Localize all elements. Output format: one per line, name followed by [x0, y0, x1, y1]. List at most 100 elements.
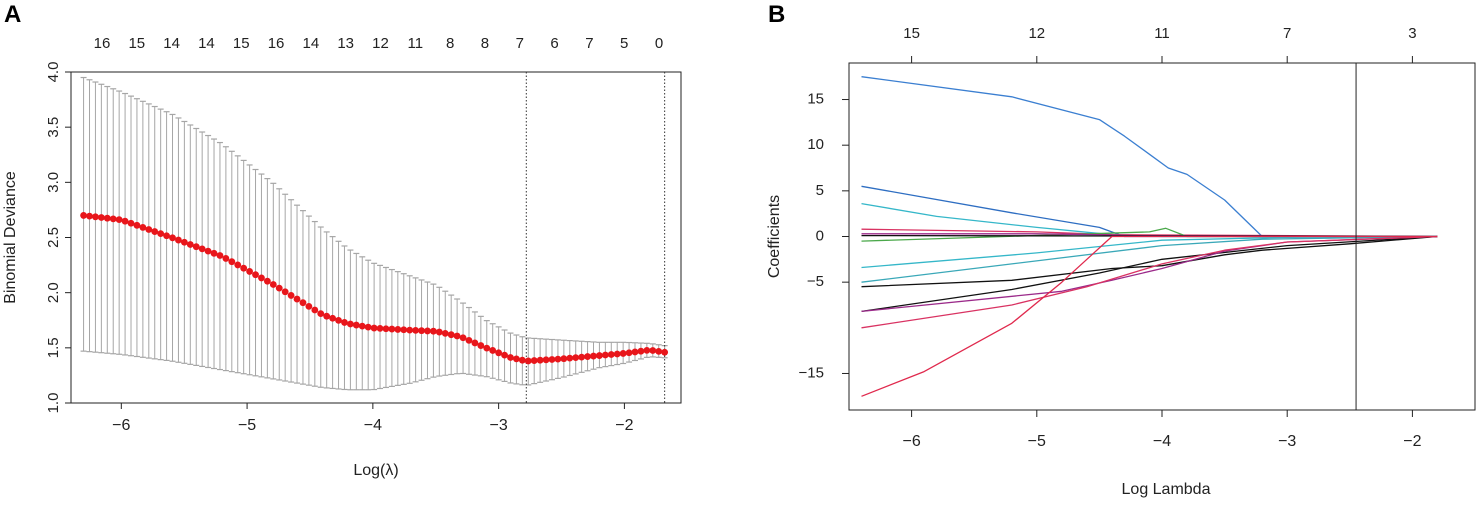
y-tick-label: 15: [807, 90, 824, 107]
x-tick-label: −5: [1028, 433, 1046, 450]
y-tick-label: 2.5: [45, 227, 62, 248]
deviance-point: [447, 331, 455, 339]
deviance-point: [459, 334, 467, 342]
panel-b: B −15 −5 0 5 10 15 −6 −5 −4 −3 −2 15 12 11 7 3 Log Lambd…: [750, 0, 1482, 505]
deviance-point: [495, 349, 503, 357]
coefficient-path-path-13: [861, 235, 1438, 329]
top-axis-label: 3: [1408, 25, 1416, 42]
deviance-point: [507, 354, 514, 361]
deviance-point: [169, 234, 176, 242]
deviance-point: [127, 219, 135, 227]
deviance-point: [536, 356, 544, 364]
y-tick-label: 10: [807, 136, 824, 153]
deviance-point: [601, 351, 609, 359]
deviance-point: [299, 299, 307, 307]
deviance-point: [501, 351, 508, 359]
deviance-point: [513, 355, 520, 363]
deviance-point: [418, 327, 425, 335]
y-tick-label: −15: [799, 364, 824, 381]
deviance-point: [465, 336, 473, 344]
deviance-point: [376, 324, 384, 332]
top-count-label: 13: [337, 35, 354, 52]
deviance-point: [400, 326, 408, 334]
deviance-point: [430, 327, 437, 335]
deviance-point: [566, 354, 574, 362]
deviance-point: [109, 215, 117, 223]
deviance-point: [133, 221, 141, 229]
y-axis-label: Coefficients: [766, 195, 783, 278]
coefficient-path-path-11: [861, 235, 1438, 313]
top-count-label: 14: [198, 35, 215, 52]
deviance-point: [180, 238, 188, 246]
y-tick-label: 1.5: [45, 337, 62, 358]
deviance-point: [584, 353, 591, 360]
deviance-point: [424, 327, 431, 335]
deviance-point: [145, 226, 153, 233]
y-tick-label: −5: [807, 273, 824, 290]
deviance-point: [655, 347, 663, 355]
x-tick-label: −2: [615, 417, 633, 434]
deviance-point: [139, 224, 147, 231]
deviance-point: [258, 274, 265, 282]
y-tick-label: 0: [816, 227, 824, 244]
deviance-point: [192, 243, 200, 251]
deviance-point: [346, 320, 354, 328]
deviance-point: [228, 258, 236, 266]
deviance-point: [335, 316, 342, 324]
deviance-point: [323, 312, 331, 320]
deviance-point: [483, 344, 491, 352]
top-count-label: 14: [163, 35, 180, 52]
top-axis-label: 11: [1154, 25, 1170, 42]
top-count-label: 5: [620, 35, 628, 52]
deviance-point: [542, 356, 550, 364]
deviance-point: [358, 322, 366, 330]
deviance-point: [97, 214, 105, 221]
deviance-point: [560, 355, 568, 363]
chart-a-svg: 1.0 1.5 2.0 2.5 3.0 3.5 4.0 −6 −5 −4 −3 −2 Log(λ) Bin…: [2, 35, 682, 479]
top-count-label: 6: [550, 35, 558, 52]
deviance-point: [216, 252, 224, 259]
x-tick-label: −3: [1278, 433, 1296, 450]
x-tick-label: −6: [112, 417, 130, 434]
deviance-point: [103, 214, 111, 222]
deviance-point: [293, 295, 301, 303]
deviance-point: [370, 324, 378, 332]
coefficient-path-path-14: [861, 235, 1438, 397]
deviance-point: [210, 249, 218, 257]
deviance-point: [163, 232, 170, 240]
top-count-label: 16: [94, 35, 111, 52]
top-count-label: 8: [446, 35, 454, 52]
x-axis-label: Log Lambda: [1122, 481, 1211, 498]
top-axis-label: 15: [903, 25, 920, 42]
deviance-point: [329, 314, 337, 322]
deviance-point: [92, 213, 99, 221]
top-count-label: 15: [233, 35, 250, 52]
deviance-point: [311, 306, 319, 314]
deviance-point: [625, 349, 633, 357]
top-count-label: 7: [516, 35, 524, 52]
panel-a-label: A: [4, 1, 22, 28]
deviance-point: [240, 264, 248, 272]
deviance-point: [554, 355, 562, 363]
y-tick-label: 4.0: [45, 62, 62, 83]
deviance-point: [186, 241, 194, 248]
deviance-point: [661, 348, 669, 356]
deviance-point: [287, 292, 295, 299]
deviance-point: [649, 347, 657, 354]
deviance-point: [453, 332, 461, 340]
deviance-point: [530, 357, 538, 364]
deviance-point: [204, 247, 212, 255]
deviance-point: [157, 230, 165, 238]
deviance-point: [115, 216, 123, 223]
top-count-label: 12: [372, 35, 389, 52]
deviance-point: [121, 217, 129, 225]
deviance-point: [394, 326, 402, 333]
deviance-point: [198, 245, 206, 253]
top-axis-label: 12: [1028, 25, 1045, 42]
deviance-point: [341, 319, 348, 326]
deviance-point: [607, 351, 615, 358]
deviance-point: [572, 354, 580, 362]
coefficient-path-path-9: [861, 235, 1438, 283]
deviance-point: [596, 352, 603, 359]
deviance-point: [246, 268, 253, 275]
